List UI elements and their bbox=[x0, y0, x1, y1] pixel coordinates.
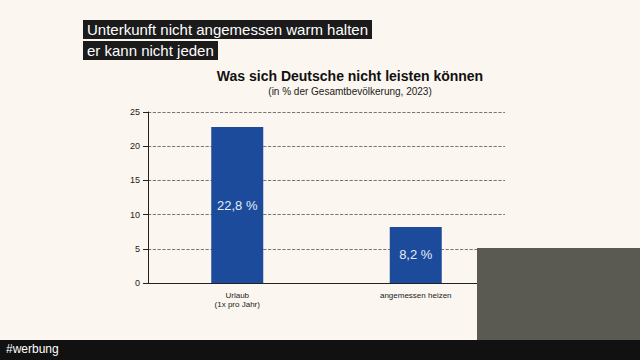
html-text:er kann nicht jeden: er kann nicht jeden bbox=[87, 42, 214, 59]
svg-text:angemessen heizen: angemessen heizen bbox=[380, 291, 452, 300]
svg-text:(1x pro Jahr): (1x pro Jahr) bbox=[215, 300, 261, 309]
svg-text:25: 25 bbox=[130, 107, 140, 117]
svg-text:22,8 %: 22,8 % bbox=[217, 198, 258, 213]
svg-text:(in % der Gesamtbevölkerung, 2: (in % der Gesamtbevölkerung, 2023) bbox=[268, 86, 431, 97]
svg-text:10: 10 bbox=[130, 210, 140, 220]
svg-text:5: 5 bbox=[135, 244, 140, 254]
svg-text:15: 15 bbox=[130, 175, 140, 185]
svg-text:20: 20 bbox=[130, 141, 140, 151]
html-text:#werbung: #werbung bbox=[6, 342, 59, 356]
svg-text:0: 0 bbox=[135, 278, 140, 288]
svg-text:8,2 %: 8,2 % bbox=[399, 247, 433, 262]
html-text:Unterkunft nicht angemessen wa: Unterkunft nicht angemessen warm halten bbox=[87, 21, 368, 38]
svg-text:Urlaub: Urlaub bbox=[225, 291, 249, 300]
svg-text:Was sich Deutsche nicht leiste: Was sich Deutsche nicht leisten können bbox=[217, 68, 483, 84]
